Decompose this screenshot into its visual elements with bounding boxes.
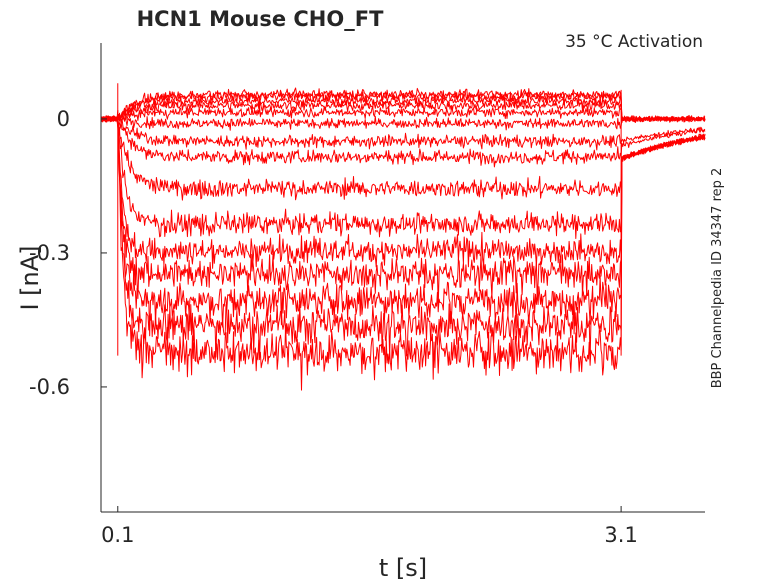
condition-annotation: 35 °C Activation [565,32,703,52]
trace-line [100,105,706,123]
x-axis-label: t [s] [379,554,427,582]
trace-line [100,115,706,239]
trace-line [100,116,706,308]
trace-line [100,115,705,201]
trace-line [100,115,706,131]
y-tick-label: 0 [57,107,70,131]
trace-line [100,115,706,269]
trace-line [100,109,706,337]
trace-line [100,98,706,123]
trace-line [100,116,706,391]
y-tick-label: -0.6 [29,375,70,399]
side-label: BBP Channelpedia ID 34347 rep 2 [710,168,725,389]
x-tick-label: 0.1 [101,523,134,547]
trace-line [100,116,706,361]
y-axis-label: I [nA] [16,245,44,310]
trace-line [100,116,706,168]
x-tick-label: 3.1 [604,523,637,547]
trace-line [100,90,706,124]
current-traces [100,83,706,391]
axis-ticks: 0.1 3.1 0 -0.3 -0.6 [29,107,638,547]
axes [100,43,705,513]
trace-line [100,114,706,151]
y-tick-label: -0.3 [29,241,70,265]
chart-title: HCN1 Mouse CHO_FT [137,7,384,31]
